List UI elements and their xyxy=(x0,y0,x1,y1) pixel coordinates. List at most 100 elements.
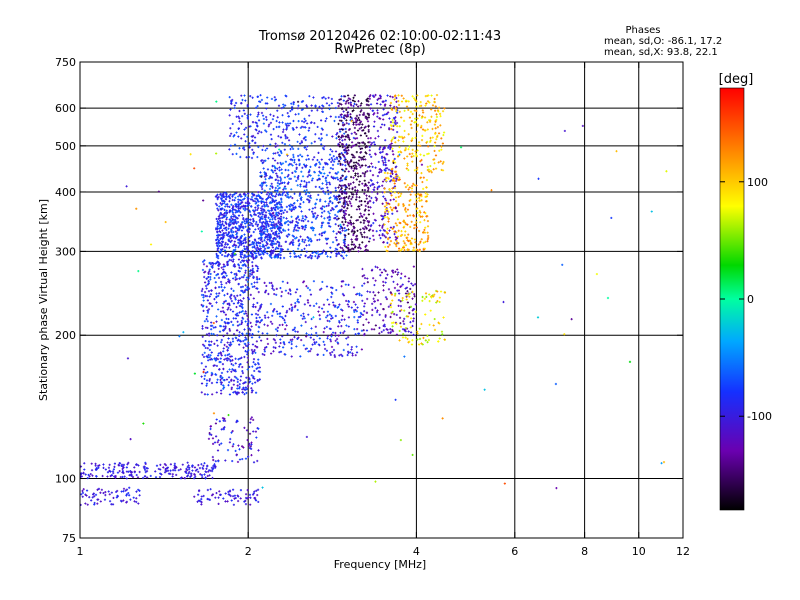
data-point xyxy=(222,325,225,328)
data-point xyxy=(303,241,306,244)
data-point xyxy=(366,236,369,239)
data-point xyxy=(384,176,388,180)
data-point xyxy=(353,102,356,106)
data-point xyxy=(275,125,278,129)
data-point xyxy=(193,477,196,480)
data-point xyxy=(326,186,329,189)
data-point xyxy=(412,265,415,268)
data-point xyxy=(310,179,314,182)
data-point xyxy=(234,276,237,279)
data-point xyxy=(325,133,328,137)
data-point xyxy=(248,221,252,224)
data-point xyxy=(334,334,337,337)
data-point xyxy=(244,140,247,143)
data-point xyxy=(229,209,232,212)
data-point xyxy=(384,277,388,280)
data-point xyxy=(300,155,304,158)
data-point xyxy=(219,226,223,230)
data-point xyxy=(208,432,211,435)
data-point xyxy=(279,350,283,353)
data-point xyxy=(324,119,327,123)
data-point xyxy=(244,386,247,389)
data-point xyxy=(411,152,414,155)
data-point xyxy=(222,386,226,389)
data-point xyxy=(234,101,238,105)
data-point xyxy=(226,205,229,208)
data-point xyxy=(261,148,264,152)
data-point xyxy=(309,196,313,200)
data-point xyxy=(379,237,382,240)
data-point xyxy=(388,117,391,120)
data-point xyxy=(215,296,218,299)
data-point xyxy=(323,217,326,220)
data-point xyxy=(309,194,312,197)
data-point xyxy=(280,163,283,166)
data-point xyxy=(298,218,301,221)
data-point xyxy=(309,336,312,339)
data-point xyxy=(220,442,223,445)
data-point xyxy=(88,475,91,478)
data-point xyxy=(235,391,238,394)
data-point xyxy=(224,241,227,245)
data-point xyxy=(128,486,131,489)
data-point xyxy=(407,330,410,333)
data-point xyxy=(238,109,241,113)
data-point xyxy=(275,192,278,196)
data-point xyxy=(360,294,363,297)
data-point xyxy=(273,169,277,172)
data-point xyxy=(217,276,221,279)
data-point xyxy=(338,138,341,141)
data-point xyxy=(276,162,279,165)
data-point xyxy=(381,202,384,205)
data-point xyxy=(329,115,332,118)
data-point xyxy=(438,149,441,152)
data-point xyxy=(285,205,288,208)
data-point xyxy=(426,341,429,344)
data-point xyxy=(363,142,367,146)
data-point xyxy=(242,218,245,221)
data-point xyxy=(234,278,237,281)
data-point xyxy=(228,114,231,117)
data-point xyxy=(328,216,332,219)
data-point xyxy=(420,172,423,175)
data-point xyxy=(234,246,237,249)
data-point xyxy=(372,222,375,225)
data-point xyxy=(339,188,342,191)
data-point xyxy=(290,215,293,218)
data-point xyxy=(311,177,314,180)
data-point xyxy=(291,204,294,207)
data-point xyxy=(409,225,412,228)
data-point xyxy=(184,470,187,473)
data-point xyxy=(377,291,380,294)
data-point xyxy=(231,359,234,362)
data-point xyxy=(315,216,318,219)
data-point xyxy=(426,193,429,196)
data-point xyxy=(212,412,216,415)
data-point xyxy=(300,196,303,199)
data-point xyxy=(294,291,297,294)
data-point xyxy=(403,242,406,245)
data-point xyxy=(185,471,188,475)
data-point xyxy=(215,301,218,304)
data-point xyxy=(331,150,334,153)
data-point xyxy=(288,177,291,180)
data-point xyxy=(211,437,215,440)
data-point xyxy=(424,313,427,316)
data-point xyxy=(227,302,231,305)
data-point xyxy=(275,225,278,228)
data-point xyxy=(283,321,287,324)
data-point xyxy=(242,346,245,349)
data-point xyxy=(231,488,235,491)
data-point xyxy=(213,357,216,360)
data-point xyxy=(228,368,231,371)
data-point xyxy=(210,381,214,385)
data-point xyxy=(296,222,300,225)
data-point xyxy=(367,321,370,324)
data-point xyxy=(297,147,300,150)
data-point xyxy=(398,339,401,342)
data-point xyxy=(425,102,428,105)
data-point xyxy=(396,130,399,134)
data-point xyxy=(157,467,160,471)
data-point xyxy=(400,100,404,103)
data-point xyxy=(276,109,279,112)
